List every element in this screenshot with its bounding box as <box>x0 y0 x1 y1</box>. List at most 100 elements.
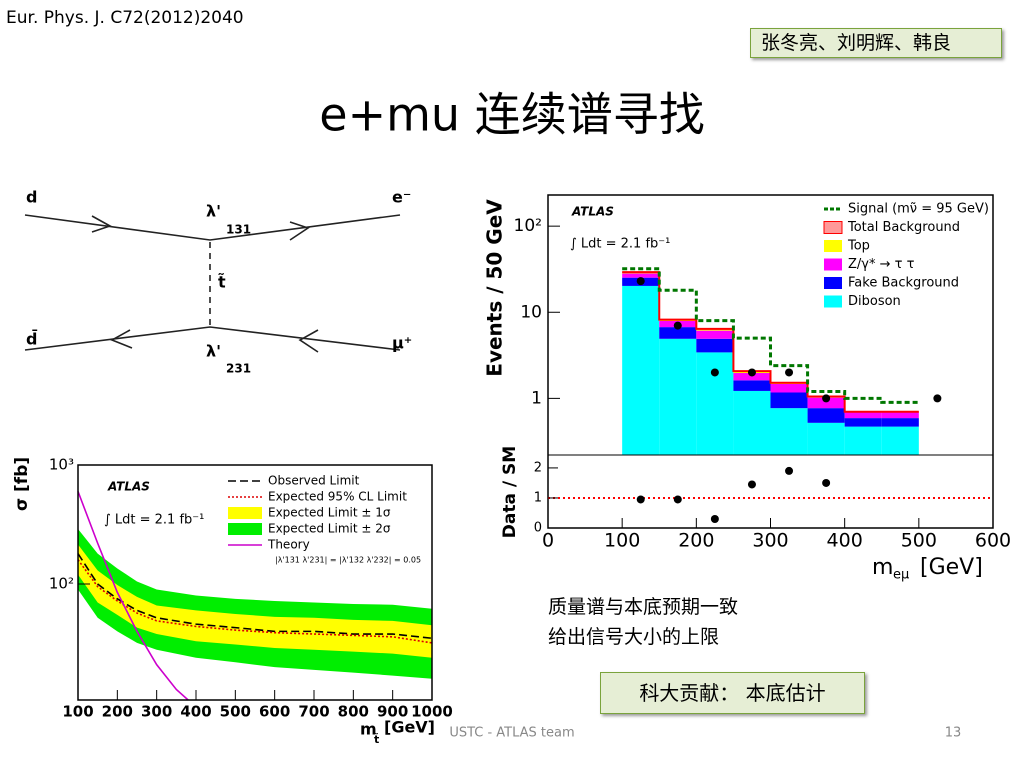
x-tick-label: 500 <box>220 703 251 721</box>
x-tick-label: 300 <box>752 530 788 552</box>
histogram-segment <box>659 338 697 455</box>
author-box: 张冬亮、刘明辉、韩良 <box>750 28 1002 58</box>
slide-title: e+mu 连续谱寻找 <box>319 88 704 142</box>
x-axis-label: m <box>872 555 893 580</box>
y-tick-label: 1 <box>534 490 542 505</box>
legend-label: Expected Limit ± 1σ <box>268 506 391 520</box>
x-tick-label: 200 <box>678 530 714 552</box>
y-tick-label: 10³ <box>49 456 74 474</box>
x-tick-label: 1000 <box>411 703 453 721</box>
histogram-segment <box>696 352 734 455</box>
arrow <box>110 329 133 349</box>
histogram-segment <box>733 390 771 455</box>
data-point <box>933 394 942 403</box>
histogram-segment <box>696 330 734 339</box>
data-point <box>785 368 794 377</box>
histogram-segment <box>770 383 808 393</box>
label: d̄ <box>26 329 38 349</box>
data-point <box>673 321 682 330</box>
histogram-segment <box>844 426 882 455</box>
fermion-line <box>24 326 401 351</box>
histogram-segment <box>807 397 845 409</box>
ratio-point <box>822 478 831 487</box>
legend-swatch <box>228 507 262 519</box>
y-axis-label: Events / 50 GeV <box>483 199 507 377</box>
arrow <box>91 215 112 233</box>
signal-line <box>622 267 919 404</box>
histogram-segment <box>696 338 734 353</box>
label: λ' <box>206 202 221 221</box>
x-axis-label: [GeV] <box>920 555 983 580</box>
label: e⁻ <box>392 188 411 207</box>
data-point <box>710 368 719 377</box>
histogram-segment <box>622 285 660 455</box>
legend-label: Theory <box>267 538 310 552</box>
y-tick-label: 2 <box>534 460 542 475</box>
x-tick-label: 300 <box>141 703 172 721</box>
legend-swatch <box>824 258 842 271</box>
x-tick-label: 400 <box>827 530 863 552</box>
label: 131 <box>226 223 251 237</box>
experiment-label: ATLAS <box>571 205 614 219</box>
histogram-segment <box>733 380 771 391</box>
label: λ' <box>206 342 221 361</box>
x-tick-label: 800 <box>338 703 369 721</box>
legend-swatch <box>824 240 842 252</box>
data-point <box>636 277 645 286</box>
arrow <box>289 221 310 241</box>
data-point <box>822 394 831 403</box>
legend-label: Observed Limit <box>268 474 360 488</box>
citation: Eur. Phys. J. C72(2012)2040 <box>6 8 244 28</box>
y-tick-label: 10 <box>520 302 542 322</box>
x-axis-label: m <box>360 720 377 739</box>
x-axis-label: t̃ <box>374 733 379 746</box>
x-tick-label: 400 <box>180 703 211 721</box>
legend-label: Fake Background <box>848 276 959 291</box>
histogram-segment <box>881 426 919 455</box>
histogram-segment <box>844 412 882 419</box>
ratio-point <box>710 514 719 523</box>
histogram-segment <box>659 327 697 339</box>
note: 质量谱与本底预期一致 <box>548 596 738 618</box>
limit-line <box>77 559 433 644</box>
page-number: 13 <box>945 726 962 741</box>
histogram-segment <box>733 373 771 381</box>
x-tick-label: 100 <box>604 530 640 552</box>
legend-swatch <box>823 221 843 234</box>
x-tick-label: 100 <box>62 703 93 721</box>
limit-band <box>78 544 432 658</box>
label: 231 <box>226 362 251 376</box>
footer-team: USTC - ATLAS team <box>449 726 574 741</box>
x-axis-label: [GeV] <box>384 718 435 737</box>
total-background-line <box>622 271 919 413</box>
ratio-point <box>785 466 794 475</box>
experiment-label: ATLAS <box>107 480 150 494</box>
legend-label: Z/γ* → τ τ <box>848 257 915 272</box>
x-tick-label: 600 <box>259 703 290 721</box>
histogram-segment <box>807 408 845 423</box>
label: d <box>26 188 37 207</box>
ratio-point <box>747 480 756 489</box>
fermion-line <box>24 214 401 241</box>
x-tick-label: 0 <box>542 530 554 552</box>
legend-label: Diboson <box>848 294 901 309</box>
luminosity-label: ∫ Ldt = 2.1 fb⁻¹ <box>570 237 670 252</box>
ratio-point <box>636 495 645 504</box>
histogram-segment <box>881 412 919 419</box>
legend-label: Signal (mν̃ = 95 GeV) <box>848 202 989 217</box>
annotation: |λ'131 λ'231| = |λ'132 λ'232| = 0.05 <box>275 556 421 565</box>
data-point <box>747 368 756 377</box>
y-axis-label: Data / SM <box>500 446 520 538</box>
histogram-segment <box>770 392 808 409</box>
y-tick-label: 10² <box>49 575 74 593</box>
contribution-box: 科大贡献： 本底估计 <box>600 672 865 714</box>
x-tick-label: 700 <box>298 703 329 721</box>
x-tick-label: 500 <box>901 530 937 552</box>
legend-swatch <box>824 295 842 308</box>
note: 给出信号大小的上限 <box>548 626 719 648</box>
arrow <box>298 329 319 353</box>
histogram-segment <box>770 408 808 455</box>
legend-label: Top <box>847 239 870 254</box>
x-tick-label: 200 <box>102 703 133 721</box>
